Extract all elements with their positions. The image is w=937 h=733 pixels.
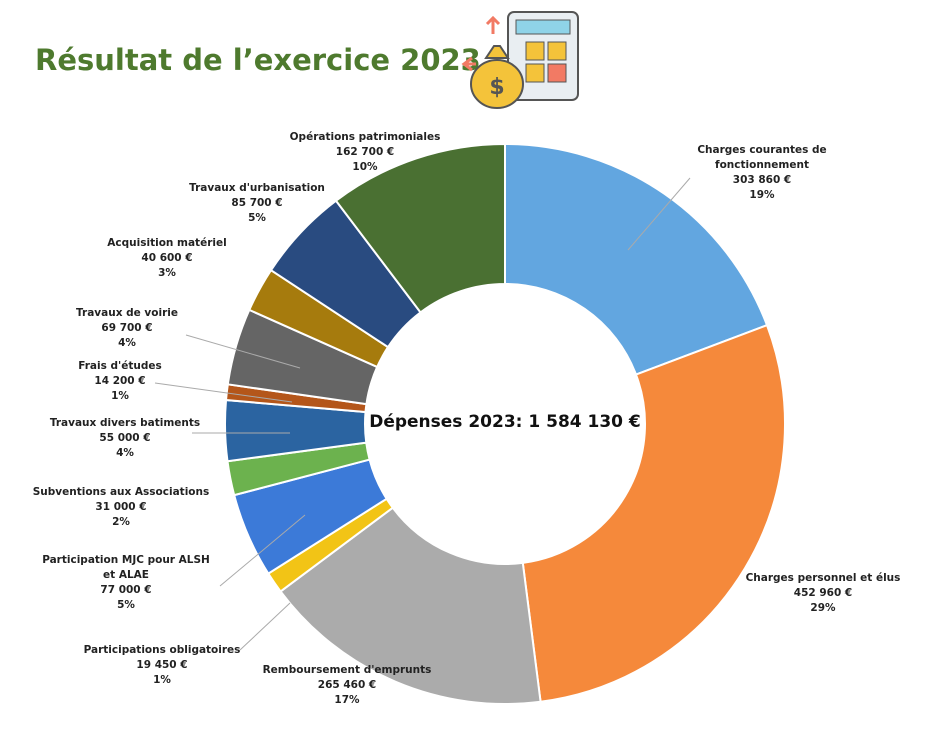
donut-slice (504, 142, 769, 376)
percent-label: 2% (112, 516, 130, 528)
slice-label: Participations obligatoires (84, 644, 241, 656)
percent-label: 19% (749, 189, 775, 201)
slice-label: Subventions aux Associations (33, 486, 210, 498)
value-label: 85 700 € (231, 197, 282, 209)
value-label: 40 600 € (141, 252, 192, 264)
percent-label: 29% (810, 602, 836, 614)
percent-label: 5% (117, 599, 135, 611)
chart-title: Résultat de l’exercice 2023 (35, 43, 481, 77)
slice-label: Participation MJC pour ALSH et ALAE (42, 554, 210, 581)
value-label: 19 450 € (136, 659, 187, 671)
svg-text:$: $ (489, 75, 504, 100)
slice-label: Charges courantes de fonctionnement (697, 144, 826, 171)
percent-label: 1% (153, 674, 171, 686)
slice-label: Travaux de voirie (76, 307, 178, 319)
value-label: 55 000 € (99, 432, 150, 444)
value-label: 77 000 € (100, 584, 151, 596)
value-label: 303 860 € (733, 174, 791, 186)
donut-slice (334, 142, 506, 314)
calculator-icon: $ (224, 11, 786, 705)
slice-label: Remboursement d'emprunts (263, 664, 432, 676)
value-label: 69 700 € (101, 322, 152, 334)
slice-label: Acquisition matériel (107, 237, 226, 249)
value-label: 14 200 € (94, 375, 145, 387)
percent-label: 17% (334, 694, 360, 706)
percent-label: 4% (118, 337, 136, 349)
value-label: 265 460 € (318, 679, 376, 691)
value-label: 31 000 € (95, 501, 146, 513)
slice-label: Frais d'études (78, 360, 162, 372)
percent-label: 4% (116, 447, 134, 459)
value-label: 162 700 € (336, 146, 394, 158)
percent-label: 1% (111, 390, 129, 402)
percent-label: 3% (158, 267, 176, 279)
percent-label: 5% (248, 212, 266, 224)
donut-slice (279, 506, 542, 705)
slice-label: Travaux divers batiments (50, 417, 200, 429)
percent-label: 10% (352, 161, 378, 173)
value-label: 452 960 € (794, 587, 852, 599)
center-label: Dépenses 2023: 1 584 130 € (369, 412, 641, 432)
donut-slice (521, 323, 786, 703)
slice-label: Opérations patrimoniales (290, 131, 441, 143)
leader-lines (154, 177, 691, 651)
slice-label: Charges personnel et élus (746, 572, 901, 584)
slice-label: Travaux d'urbanisation (189, 182, 325, 194)
